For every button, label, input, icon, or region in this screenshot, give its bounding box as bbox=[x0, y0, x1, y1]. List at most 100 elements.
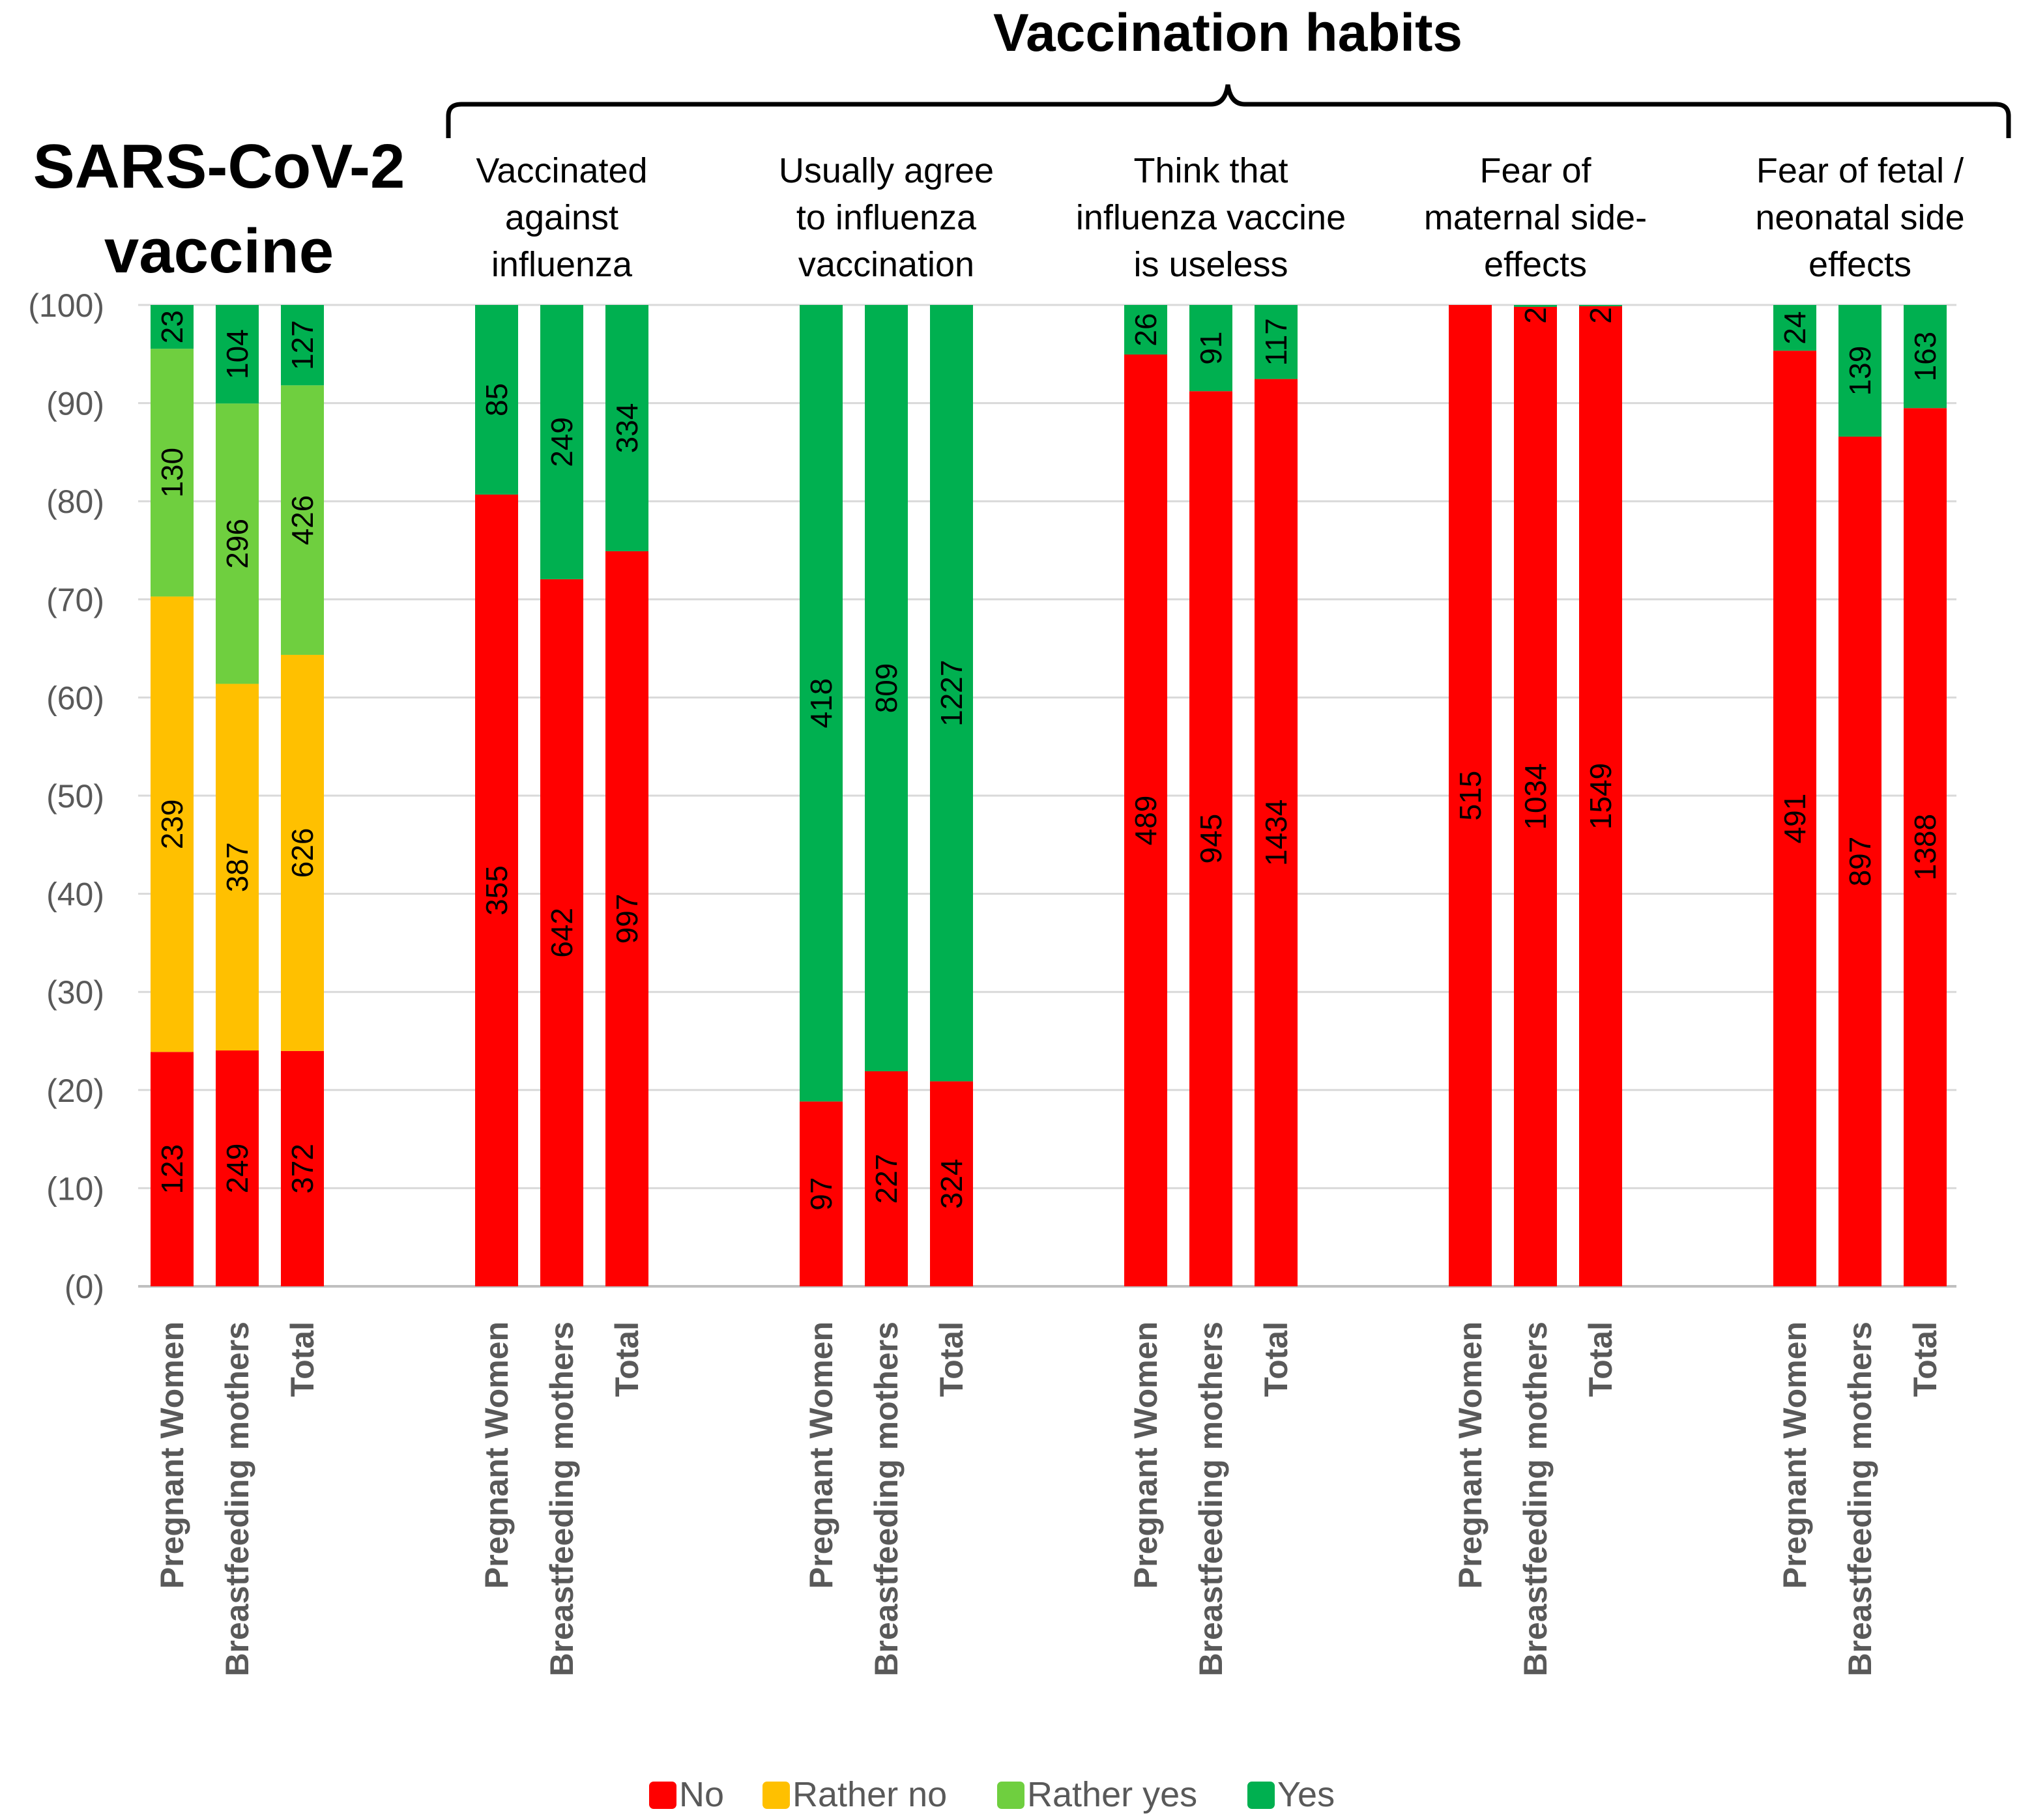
bar-segment-yes bbox=[216, 305, 259, 404]
data-label: 324 bbox=[935, 1159, 968, 1209]
bar-segment-yes bbox=[1514, 305, 1557, 307]
bar-segment-yes bbox=[281, 305, 324, 386]
y-tick-label: (10) bbox=[46, 1170, 104, 1207]
data-label: 85 bbox=[480, 383, 514, 416]
bar-segment-no bbox=[1449, 305, 1492, 1286]
group-titles: Vaccinated against influenza Usually agree t… bbox=[476, 151, 1964, 284]
sars-cov-2-vaccine-header: SARS-CoV-2 vaccine bbox=[33, 132, 405, 286]
group-title-line: neonatal side bbox=[1755, 198, 1964, 237]
x-tick-label: Total bbox=[933, 1322, 970, 1397]
x-tick-label: Pregnant Women bbox=[1777, 1322, 1813, 1589]
bar-segment-no bbox=[540, 579, 583, 1287]
bar-segment-no bbox=[1255, 379, 1298, 1286]
bar-segment-no bbox=[605, 551, 648, 1287]
data-label: 642 bbox=[545, 908, 579, 958]
group-title-line: effects bbox=[1808, 245, 1911, 284]
bar-segment-rather-no bbox=[281, 654, 324, 1051]
bar-segment-no bbox=[800, 1101, 843, 1286]
y-tick-label: (30) bbox=[46, 974, 104, 1011]
data-label: 127 bbox=[285, 320, 319, 370]
data-label: 296 bbox=[220, 519, 254, 569]
legend-swatch-no bbox=[649, 1782, 676, 1809]
bar-segment-yes bbox=[1904, 305, 1947, 409]
brace-path bbox=[446, 84, 2011, 138]
x-tick-label: Breastfeeding mothers bbox=[868, 1322, 905, 1677]
data-label: 945 bbox=[1194, 814, 1228, 864]
group-title-line: to influenza bbox=[796, 198, 977, 237]
data-label: 26 bbox=[1129, 313, 1163, 346]
data-label: 239 bbox=[155, 799, 189, 849]
data-label: 91 bbox=[1194, 332, 1228, 365]
left-header-line-2: vaccine bbox=[104, 216, 334, 286]
data-label: 2 bbox=[1584, 307, 1618, 324]
bar-segment-no bbox=[151, 1052, 194, 1286]
bar-segment-yes bbox=[930, 305, 973, 1082]
y-tick-label: (40) bbox=[46, 876, 104, 913]
data-label: 418 bbox=[804, 678, 838, 729]
data-label: 1434 bbox=[1259, 800, 1293, 866]
group-title-line: against bbox=[505, 198, 618, 237]
bar-segment-yes bbox=[1189, 305, 1232, 392]
bar-segment-no bbox=[1124, 354, 1167, 1287]
legend-label: No bbox=[679, 1775, 724, 1814]
data-label: 897 bbox=[1843, 837, 1877, 887]
y-tick-label: (60) bbox=[46, 680, 104, 716]
bar-segment-yes bbox=[865, 305, 908, 1072]
y-tick-label: (70) bbox=[46, 582, 104, 618]
x-tick-label: Breastfeeding mothers bbox=[544, 1322, 580, 1677]
data-label: 123 bbox=[155, 1144, 189, 1194]
legend-label: Rather yes bbox=[1027, 1775, 1197, 1814]
bar-segment-yes bbox=[1838, 305, 1881, 437]
x-tick-label: Total bbox=[1258, 1322, 1294, 1397]
data-label: 24 bbox=[1778, 311, 1812, 345]
bar-segment-no bbox=[281, 1050, 324, 1286]
data-label: 1227 bbox=[935, 660, 968, 727]
y-tick-label: (80) bbox=[46, 484, 104, 520]
data-label: 139 bbox=[1843, 346, 1877, 396]
data-label: 372 bbox=[285, 1144, 319, 1194]
bar-segment-yes bbox=[1255, 305, 1298, 379]
x-tick-label: Pregnant Women bbox=[478, 1322, 515, 1589]
bar-segment-no bbox=[865, 1071, 908, 1286]
data-label: 117 bbox=[1259, 318, 1293, 366]
group-title-line: Usually agree bbox=[779, 151, 994, 190]
bar-segment-no bbox=[475, 494, 518, 1286]
data-label: 515 bbox=[1453, 771, 1487, 821]
data-label: 387 bbox=[220, 842, 254, 892]
x-tick-label: Breastfeeding mothers bbox=[219, 1322, 255, 1677]
x-tick-label: Pregnant Women bbox=[803, 1322, 839, 1589]
x-tick-label: Pregnant Women bbox=[1452, 1322, 1489, 1589]
bars bbox=[151, 305, 1947, 1287]
bar-segment-yes bbox=[475, 305, 518, 495]
vaccination-habits-brace: Vaccination habits bbox=[446, 3, 2011, 138]
bar-segment-no bbox=[1904, 408, 1947, 1287]
bar-segment-yes bbox=[1773, 305, 1816, 351]
y-axis-ticks: (100) (90) (80) (70) (60) (50) (40) (30) (20) (10… bbox=[28, 287, 104, 1305]
group-title-line: Fear of bbox=[1479, 151, 1591, 190]
bar-segment-no bbox=[1579, 306, 1622, 1286]
bar-segment-no bbox=[1514, 306, 1557, 1286]
data-label: 104 bbox=[220, 329, 254, 379]
data-label: 249 bbox=[220, 1144, 254, 1194]
data-label: 1549 bbox=[1584, 763, 1618, 830]
data-label: 809 bbox=[869, 663, 903, 714]
legend-swatch-yes bbox=[1247, 1782, 1275, 1809]
bar-segment-rather-yes bbox=[216, 403, 259, 684]
x-tick-label: Breastfeeding mothers bbox=[1842, 1322, 1878, 1677]
y-tick-label: (100) bbox=[28, 287, 104, 324]
group-title-line: Vaccinated bbox=[476, 151, 647, 190]
legend-label: Yes bbox=[1277, 1775, 1335, 1814]
data-label: 334 bbox=[610, 403, 644, 454]
group-title-line: influenza bbox=[491, 245, 633, 284]
bar-segment-no bbox=[1838, 437, 1881, 1287]
bar-segment-rather-no bbox=[216, 684, 259, 1051]
group-title-line: Fear of fetal / bbox=[1756, 151, 1964, 190]
left-header-line-1: SARS-CoV-2 bbox=[33, 132, 405, 201]
data-label: 1034 bbox=[1518, 763, 1552, 830]
x-tick-label: Pregnant Women bbox=[154, 1322, 190, 1589]
legend: No Rather no Rather yes Yes bbox=[649, 1775, 1335, 1814]
data-label: 227 bbox=[869, 1154, 903, 1204]
legend-swatch-rather-no bbox=[763, 1782, 790, 1809]
y-tick-label: (20) bbox=[46, 1073, 104, 1109]
